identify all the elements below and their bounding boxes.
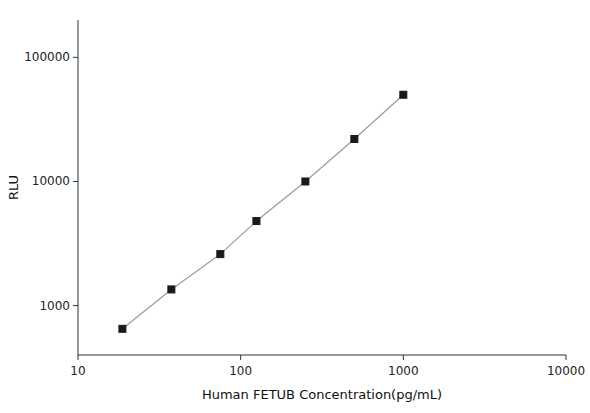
- x-tick: [240, 355, 241, 360]
- y-axis-line: [78, 20, 79, 355]
- data-point: [119, 325, 126, 332]
- x-tick-label: 10000: [547, 364, 585, 378]
- x-tick: [78, 355, 79, 360]
- data-point: [217, 251, 224, 258]
- plot-area: [119, 91, 407, 332]
- data-point: [253, 218, 260, 225]
- y-tick: [73, 305, 78, 306]
- x-tick: [566, 355, 567, 360]
- x-tick-label: 1000: [388, 364, 419, 378]
- y-tick: [73, 57, 78, 58]
- y-tick-label: 10000: [32, 174, 70, 188]
- data-line: [122, 95, 403, 329]
- data-point: [168, 286, 175, 293]
- x-tick: [403, 355, 404, 360]
- y-tick-label: 1000: [39, 299, 70, 313]
- y-axis-label: RLU: [6, 175, 21, 200]
- x-axis-line: [78, 355, 566, 356]
- chart: 10 100 1000 10000 1000 10000 100000 Human FETUB…: [0, 0, 590, 413]
- x-tick-label: 100: [229, 364, 252, 378]
- axes: 10 100 1000 10000 1000 10000 100000: [24, 20, 585, 378]
- x-tick-label: 10: [70, 364, 85, 378]
- y-tick-label: 100000: [24, 50, 70, 64]
- data-point: [302, 178, 309, 185]
- data-point: [400, 91, 407, 98]
- chart-container: 10 100 1000 10000 1000 10000 100000 Human FETUB…: [0, 0, 590, 413]
- y-tick: [73, 181, 78, 182]
- data-point: [351, 135, 358, 142]
- x-axis-label: Human FETUB Concentration(pg/mL): [202, 387, 442, 402]
